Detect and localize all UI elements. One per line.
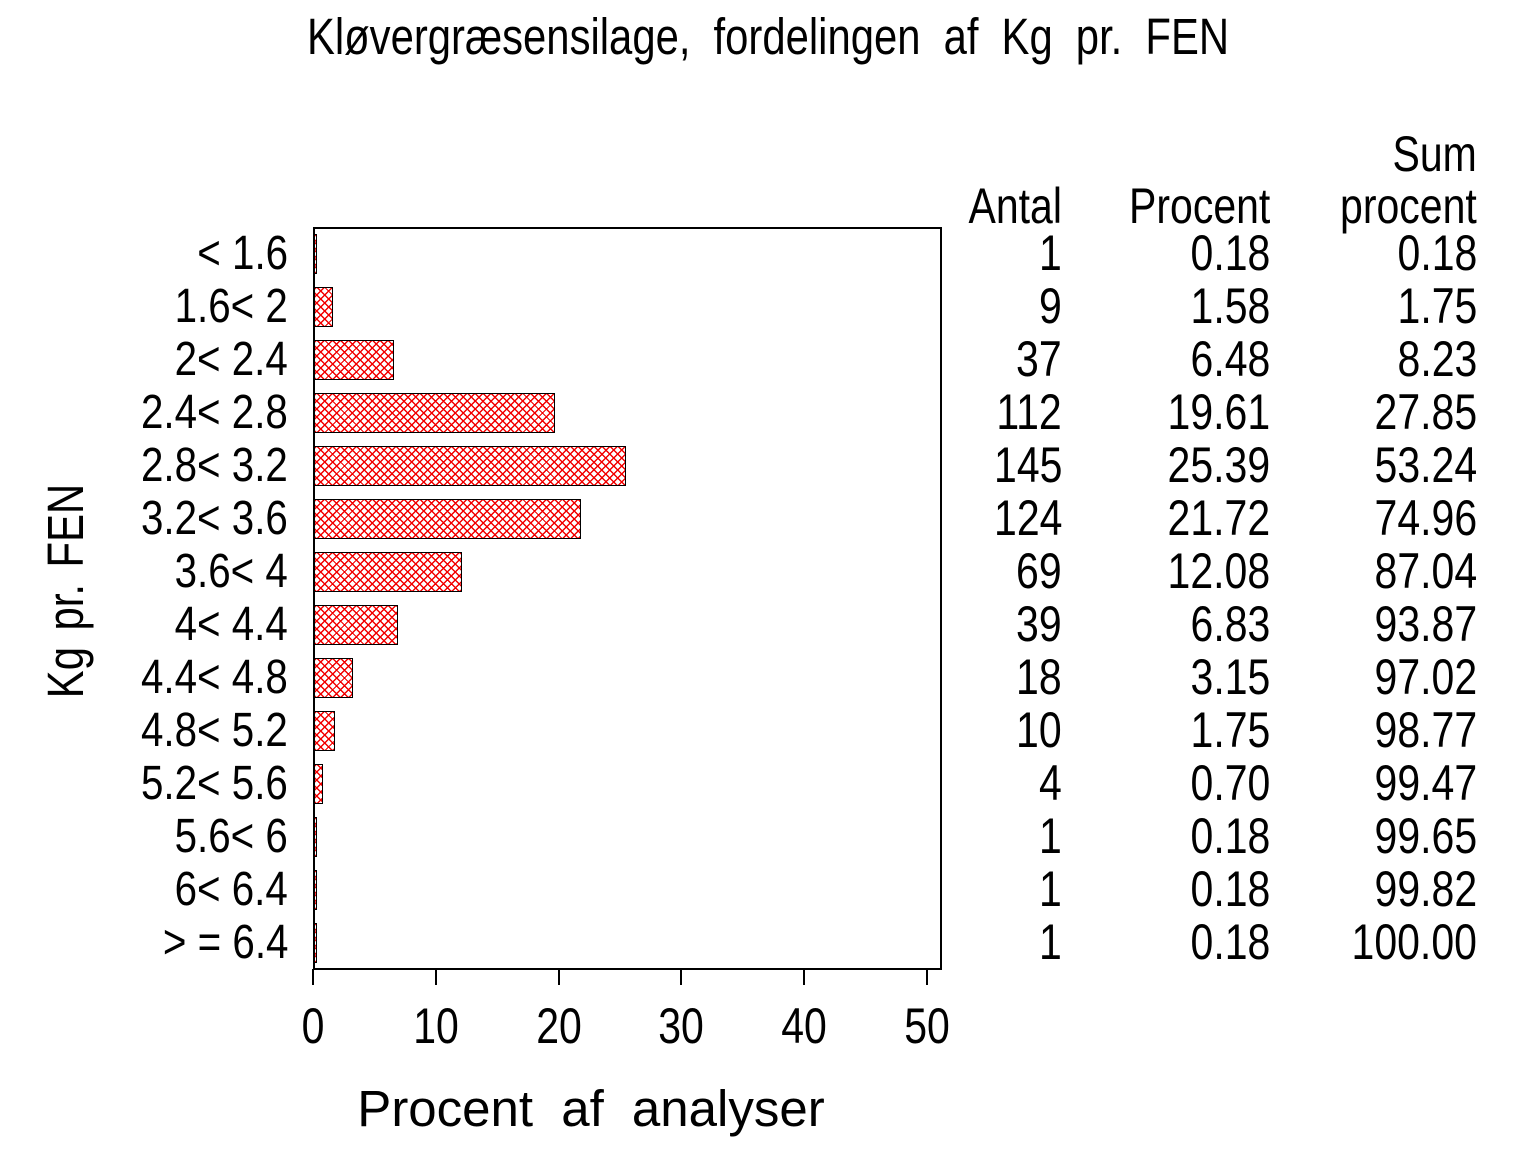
table-cell-procent: 0.18: [1190, 914, 1270, 970]
y-axis-label: Kg pr. FEN: [37, 483, 94, 699]
table-cell-sum: 27.85: [1374, 384, 1477, 440]
category-label: 5.6< 6: [174, 810, 288, 863]
table-cell-antal: 145: [993, 437, 1062, 493]
category-label: 2.8< 3.2: [141, 439, 288, 492]
table-cell-antal: 1: [1039, 914, 1062, 970]
bar: [314, 816, 317, 857]
table-cell-sum: 1.75: [1397, 278, 1477, 334]
table-cell-procent: 1.58: [1190, 278, 1270, 334]
category-label: 3.6< 4: [174, 545, 288, 598]
table-cell-procent: 21.72: [1167, 490, 1270, 546]
table-cell-procent: 1.75: [1190, 702, 1270, 758]
table-cell-antal: 1: [1039, 861, 1062, 917]
table-cell-procent: 0.18: [1190, 808, 1270, 864]
table-header-sum-line2: procent: [1340, 178, 1477, 234]
bar: [314, 392, 555, 433]
category-label: 1.6< 2: [174, 280, 288, 333]
x-axis-tick-label: 0: [301, 998, 325, 1054]
table-cell-antal: 37: [1016, 331, 1062, 387]
x-axis-tick-label: 50: [904, 998, 950, 1054]
x-axis-tick: [312, 969, 314, 985]
table-cell-procent: 3.15: [1190, 649, 1270, 705]
table-cell-antal: 18: [1016, 649, 1062, 705]
table-cell-procent: 19.61: [1167, 384, 1270, 440]
category-label: 3.2< 3.6: [141, 492, 288, 545]
category-label: 4< 4.4: [174, 598, 288, 651]
category-label: 4.8< 5.2: [141, 704, 288, 757]
table-cell-sum: 99.65: [1374, 808, 1477, 864]
chart-title: Kløvergræsensilage, fordelingen af Kg pr…: [306, 8, 1230, 65]
table-cell-sum: 53.24: [1374, 437, 1477, 493]
table-cell-antal: 1: [1039, 225, 1062, 281]
plot-area: [313, 227, 942, 970]
x-axis-tick-label: 30: [658, 998, 705, 1054]
x-axis-tick: [803, 969, 806, 985]
table-cell-antal: 124: [993, 490, 1062, 546]
bar: [314, 869, 317, 910]
category-label: 5.2< 5.6: [141, 757, 288, 810]
x-axis-tick-label: 10: [412, 998, 459, 1054]
table-cell-sum: 93.87: [1374, 596, 1477, 652]
x-axis-tick-label: 20: [535, 998, 582, 1054]
table-cell-sum: 100.00: [1351, 914, 1477, 970]
table-cell-antal: 9: [1039, 278, 1062, 334]
category-label: 2< 2.4: [174, 333, 288, 386]
table-cell-procent: 6.48: [1190, 331, 1270, 387]
table-cell-procent: 0.70: [1190, 755, 1270, 811]
bar: [314, 551, 462, 592]
category-label: 6< 6.4: [174, 863, 288, 916]
table-cell-sum: 87.04: [1374, 543, 1477, 599]
table-header-procent: Procent: [1128, 178, 1270, 234]
bar: [314, 710, 335, 751]
table-cell-antal: 10: [1016, 702, 1062, 758]
bar: [314, 657, 353, 698]
table-cell-procent: 0.18: [1190, 225, 1270, 281]
x-axis-tick: [926, 969, 928, 985]
bar: [314, 445, 626, 486]
category-label: > = 6.4: [162, 916, 288, 969]
table-cell-antal: 69: [1016, 543, 1062, 599]
table-cell-sum: 99.47: [1374, 755, 1477, 811]
table-cell-sum: 97.02: [1374, 649, 1477, 705]
table-cell-procent: 25.39: [1167, 437, 1270, 493]
x-axis-tick: [680, 969, 683, 985]
bar: [314, 233, 317, 274]
table-cell-sum: 74.96: [1374, 490, 1477, 546]
table-cell-sum: 8.23: [1397, 331, 1477, 387]
bar: [314, 339, 394, 380]
category-label: 2.4< 2.8: [141, 386, 288, 439]
bar: [314, 763, 323, 804]
table-cell-antal: 112: [996, 384, 1062, 440]
table-cell-antal: 39: [1016, 596, 1062, 652]
table-header-sum-line1: Sum: [1392, 126, 1477, 182]
x-axis-tick-label: 40: [781, 998, 827, 1054]
table-header-antal: Antal: [968, 178, 1062, 234]
bar: [314, 922, 317, 963]
table-cell-antal: 4: [1039, 755, 1062, 811]
bar: [314, 604, 398, 645]
table-cell-sum: 99.82: [1374, 861, 1477, 917]
bar: [314, 286, 333, 327]
table-cell-procent: 0.18: [1190, 861, 1270, 917]
table-cell-procent: 6.83: [1190, 596, 1270, 652]
bar: [314, 498, 581, 539]
table-cell-sum: 0.18: [1397, 225, 1477, 281]
x-axis-tick: [557, 969, 560, 985]
table-cell-antal: 1: [1039, 808, 1062, 864]
table-cell-sum: 98.77: [1374, 702, 1477, 758]
table-cell-procent: 12.08: [1167, 543, 1270, 599]
category-label: 4.4< 4.8: [141, 651, 288, 704]
category-label: < 1.6: [197, 227, 288, 280]
x-axis-tick: [434, 969, 437, 985]
x-axis-label: Procent af analyser: [357, 1080, 825, 1137]
